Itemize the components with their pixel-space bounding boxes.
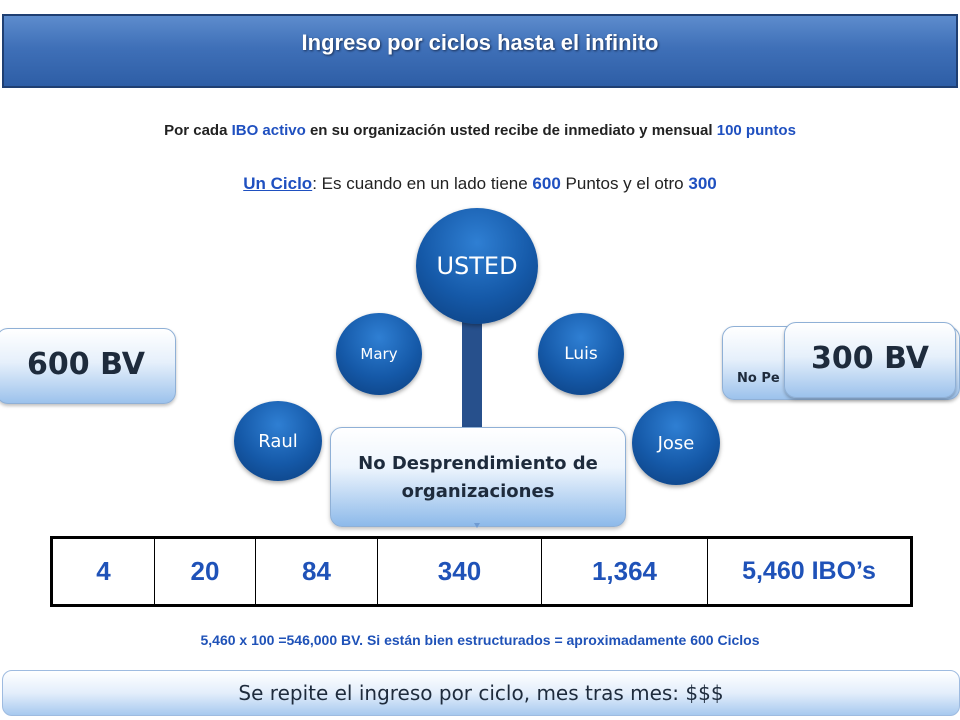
cycle-300: 300 (688, 174, 717, 193)
jose-label: Jose (657, 432, 695, 454)
no-desprendimiento-box: No Desprendimiento de organizaciones (330, 427, 626, 527)
calculation-text: 5,460 x 100 =546,000 BV. Si están bien e… (200, 632, 760, 648)
bottom-banner: Se repite el ingreso por ciclo, mes tras… (2, 670, 960, 716)
cycle-text1: : Es cuando en un lado tiene (312, 174, 533, 193)
cycle-text2: Puntos y el otro (560, 174, 689, 193)
usted-circle: USTED (416, 208, 538, 324)
ibo-activo-text: IBO activo (231, 122, 306, 139)
intro-middle: en su organización usted recibe de inmed… (305, 122, 717, 139)
raul-circle: Raul (234, 401, 322, 481)
intro-text: Por cada IBO activo en su organización u… (0, 122, 960, 139)
table-cell: 4 (53, 539, 155, 604)
mary-label: Mary (360, 345, 398, 363)
orgs-line1: No Desprendimiento de (358, 453, 598, 474)
header-bar: Ingreso por ciclos hasta el infinito (2, 14, 958, 88)
orgs-line2: organizaciones (401, 481, 555, 502)
usted-label: USTED (436, 252, 518, 280)
table-cell: 340 (378, 539, 542, 604)
right-bv-value: 300 BV (811, 341, 929, 376)
right-bv-underlay-text: No Pe (737, 371, 780, 386)
jose-circle: Jose (632, 401, 720, 485)
table-cell: 20 (155, 539, 256, 604)
left-bv-box: 600 BV (0, 328, 176, 404)
tree-trunk (462, 300, 482, 440)
luis-label: Luis (564, 344, 598, 364)
ibo-count-table: 4 20 84 340 1,364 5,460 IBO’s (50, 536, 913, 607)
luis-circle: Luis (538, 313, 624, 395)
raul-label: Raul (258, 430, 298, 452)
orgs-pointer (474, 523, 480, 528)
page-title: Ingreso por ciclos hasta el infinito (301, 30, 659, 55)
points-text: 100 puntos (716, 122, 796, 139)
mary-circle: Mary (336, 313, 422, 395)
bottom-banner-text: Se repite el ingreso por ciclo, mes tras… (238, 681, 724, 705)
no-desprendimiento-text: No Desprendimiento de organizaciones (331, 450, 625, 506)
table-cell: 1,364 (542, 539, 708, 604)
cycle-600: 600 (532, 174, 561, 193)
intro-prefix: Por cada (164, 122, 232, 139)
left-bv-value: 600 BV (27, 347, 145, 382)
right-bv-box: 300 BV (784, 322, 956, 398)
table-cell: 84 (256, 539, 378, 604)
cycle-definition: Un Ciclo: Es cuando en un lado tiene 600… (0, 174, 960, 194)
table-cell: 5,460 IBO’s (742, 557, 876, 585)
cycle-link[interactable]: Un Ciclo (243, 174, 313, 193)
